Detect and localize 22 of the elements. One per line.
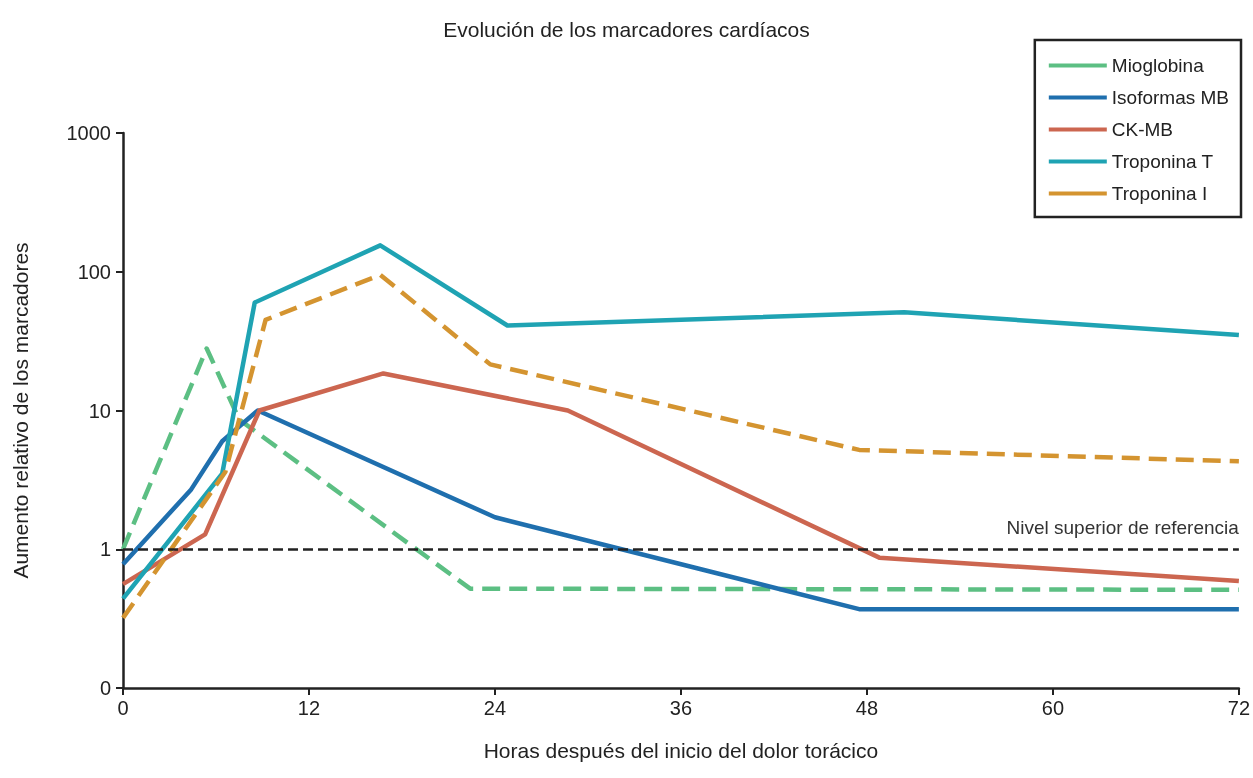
x-axis-title: Horas después del inicio del dolor torácico: [483, 739, 879, 762]
x-tick-label: 0: [117, 697, 129, 719]
y-tick-label: 0: [99, 677, 111, 699]
legend-label: Mioglobina: [1111, 55, 1205, 76]
chart-title: Evolución de los marcadores cardíacos: [443, 18, 810, 41]
x-tick-label: 72: [1227, 697, 1250, 719]
legend-label: Troponina I: [1111, 183, 1208, 204]
x-tick-label: 60: [1041, 697, 1065, 719]
x-tick-label: 36: [669, 697, 693, 719]
y-tick-label: 1: [99, 538, 111, 561]
legend-label: Troponina T: [1111, 151, 1214, 172]
legend-label: CK-MB: [1111, 119, 1174, 140]
y-tick-label: 10: [88, 399, 111, 422]
line-series: [120, 408, 1242, 612]
legend-label: Isoformas MB: [1111, 87, 1230, 108]
ref-line-label: Nivel superior de referencia: [1006, 517, 1240, 539]
x-tick-label: 48: [855, 697, 879, 719]
x-tick-label: 12: [297, 697, 321, 719]
y-tick-label: 1000: [66, 122, 111, 144]
y-axis-title: Aumento relativo de los marcadores: [9, 242, 32, 579]
y-tick-label: 100: [77, 260, 111, 283]
x-tick-label: 24: [483, 697, 507, 719]
